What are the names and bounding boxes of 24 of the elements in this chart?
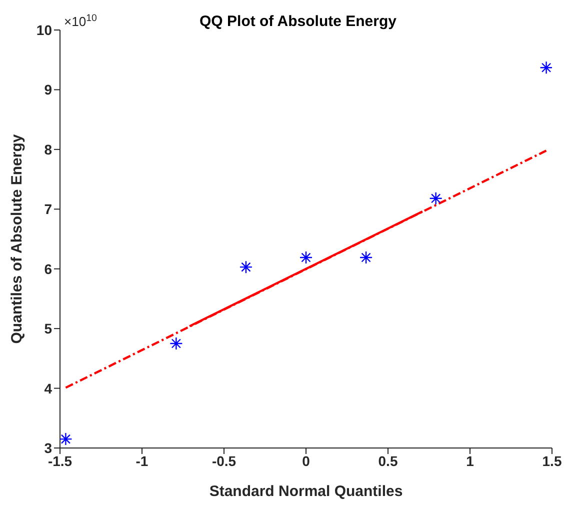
y-tick-label: 9: [44, 82, 52, 98]
point: [239, 260, 253, 274]
chart-title: QQ Plot of Absolute Energy: [200, 13, 398, 30]
x-tick-label: -1: [136, 452, 148, 469]
y-tick-label: 4: [44, 380, 52, 396]
y-tick-label: 6: [44, 260, 52, 277]
point: [299, 250, 313, 264]
point: [170, 336, 183, 350]
y-axis-title: Quantiles of Absolute Energy: [8, 134, 26, 344]
y-tick-label: 10: [36, 22, 52, 38]
x-tick-label: 0: [302, 452, 310, 469]
y-tick-label: 5: [44, 320, 52, 337]
x-tick-label: 0.5: [378, 452, 398, 469]
point: [60, 432, 72, 446]
y-tick-label: 7: [44, 201, 52, 218]
point: [429, 192, 442, 205]
x-tick-label: -0.5: [212, 452, 236, 469]
point: [359, 250, 373, 264]
x-tick-label: 1.5: [542, 452, 562, 469]
point: [540, 61, 552, 74]
x-axis-title: Standard Normal Quantiles: [209, 483, 403, 500]
text: ×10$^{10}$: [64, 12, 98, 29]
y-tick-label: 8: [44, 141, 52, 158]
x-tick-label: 1: [466, 452, 474, 469]
